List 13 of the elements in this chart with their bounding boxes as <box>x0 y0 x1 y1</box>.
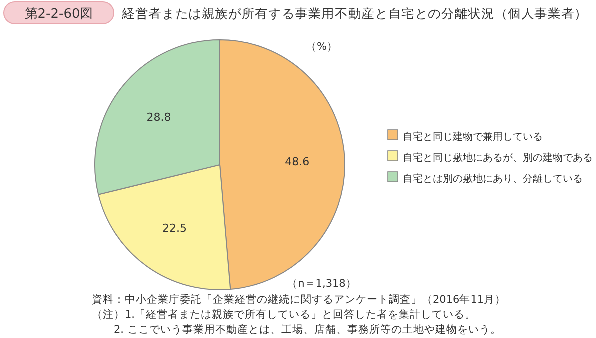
data-label: 28.8 <box>146 111 172 124</box>
legend-label: 自宅とは別の敷地にあり、分離している <box>403 173 583 185</box>
chart-subtitle: 第2-2-60図 <box>24 7 94 22</box>
data-label: 22.5 <box>162 222 188 235</box>
text: （注）1.「経営者または親族で所有している」と回答した者を集計している。 <box>92 308 476 321</box>
text: （%） <box>306 41 338 53</box>
data-label: 48.6 <box>285 156 310 169</box>
text: 資料：中小企業庁委託「企業経営の継続に関するアンケート調査」（2016年11月） <box>92 293 506 306</box>
text: 2. ここでいう事業用不動産とは、工場、店舗、事務所等の土地や建物をいう。 <box>114 323 502 336</box>
text: （n＝1,318） <box>287 278 357 290</box>
chart-title: 経営者または親族が所有する事業用不動産と自宅との分離状況（個人事業者） <box>120 6 588 21</box>
legend-label: 自宅と同じ建物で兼用している <box>403 131 543 143</box>
legend-label: 自宅と同じ敷地にあるが、別の建物である <box>403 152 593 164</box>
